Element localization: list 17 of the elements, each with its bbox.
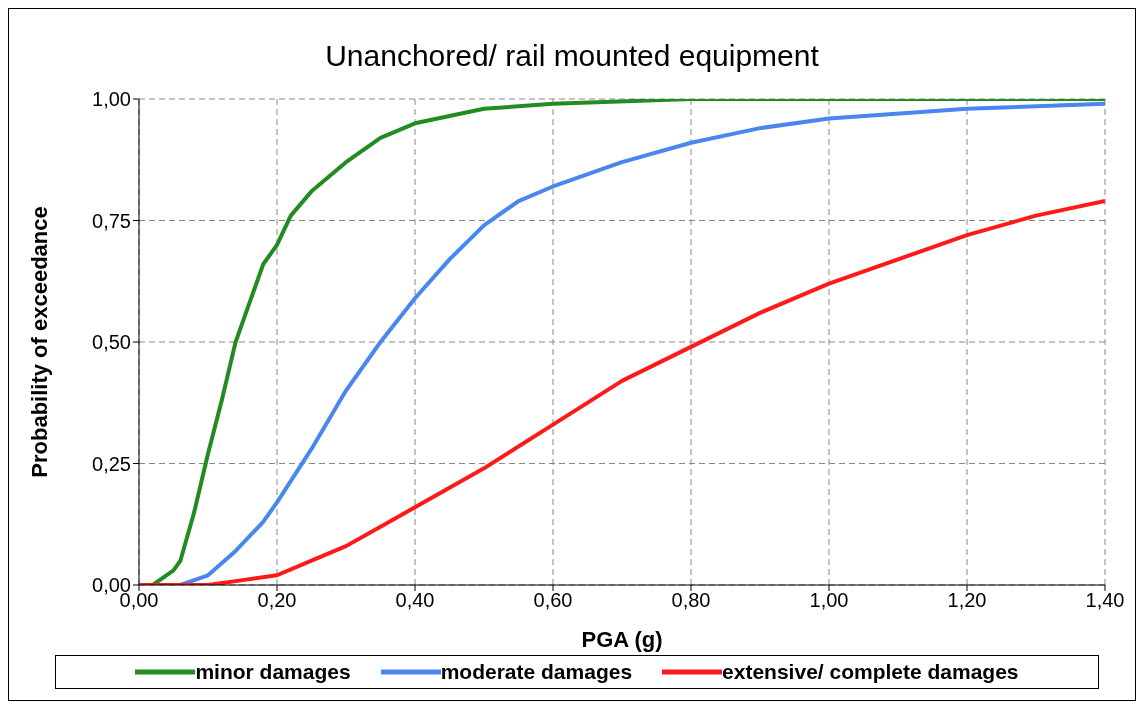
x-tick-label: 1,00 xyxy=(809,589,849,612)
chart-title: Unanchored/ rail mounted equipment xyxy=(324,39,820,74)
x-axis-title: PGA (g) xyxy=(581,627,663,652)
x-tick-label: 1,40 xyxy=(1085,589,1125,612)
x-tick-label: 1,20 xyxy=(947,589,987,612)
x-tick-label: 0,60 xyxy=(533,589,573,612)
legend-label: extensive/ complete damages xyxy=(722,660,1019,684)
x-tick-label: 0,40 xyxy=(395,589,435,612)
y-tick-label: 0,50 xyxy=(92,331,131,354)
y-axis-title: Probability of exceedance xyxy=(26,206,52,478)
y-tick-label: 0,75 xyxy=(92,209,131,232)
legend-label: moderate damages xyxy=(440,660,633,684)
x-tick-label: 0,20 xyxy=(257,589,297,612)
y-tick-label: 0,25 xyxy=(92,452,131,475)
x-tick-label: 0,80 xyxy=(671,589,711,612)
legend-label: minor damages xyxy=(195,660,351,684)
y-tick-label: 1,00 xyxy=(92,88,131,111)
